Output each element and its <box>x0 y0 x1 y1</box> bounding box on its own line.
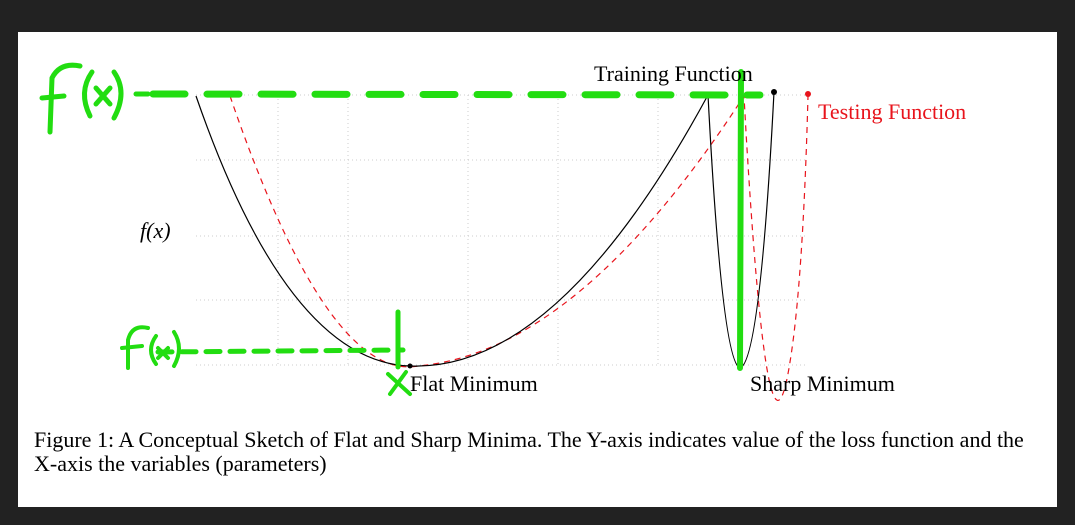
sharp-vertical-line <box>737 69 744 371</box>
flat-minimum-dot <box>407 363 413 369</box>
figure-caption: Figure 1: A Conceptual Sketch of Flat an… <box>34 427 1024 476</box>
flat-minimum-label: Flat Minimum <box>410 371 538 396</box>
training-function-label: Training Function <box>594 61 753 86</box>
sharp-minimum-label: Sharp Minimum <box>750 371 895 396</box>
grid <box>196 94 808 366</box>
bottom-handwritten-fx <box>120 325 181 370</box>
handwritten-annotations <box>39 62 764 396</box>
figure-plot <box>39 62 811 401</box>
top-dashed-line <box>149 90 764 99</box>
top-handwritten-fx <box>39 62 151 135</box>
training-function-curve <box>195 91 775 369</box>
flat-cross-mark <box>386 370 412 396</box>
testing-function-label: Testing Function <box>818 99 967 124</box>
bottom-dashed-line <box>155 347 406 355</box>
training-endpoint-dot <box>771 89 777 95</box>
testing-endpoint-dot <box>805 91 811 97</box>
testing-function-curve <box>229 94 809 401</box>
y-axis-label: f(x) <box>140 218 171 243</box>
paper-page: Training Function Testing Function f(x) … <box>18 32 1057 507</box>
